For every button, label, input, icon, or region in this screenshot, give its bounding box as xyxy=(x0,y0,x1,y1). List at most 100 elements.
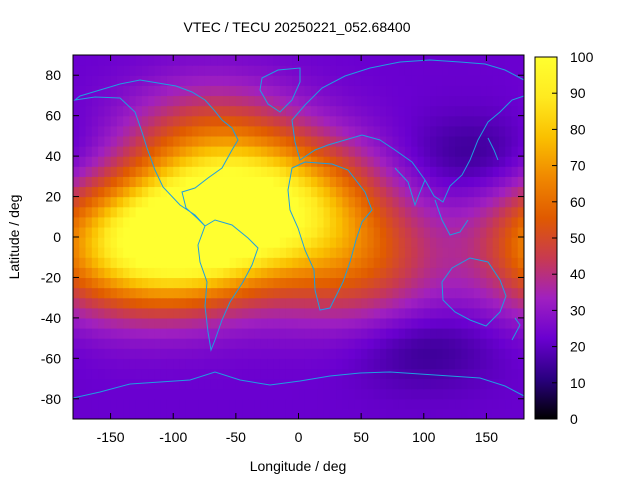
heat-cell xyxy=(511,398,519,410)
heat-cell xyxy=(442,267,450,279)
heat-cell xyxy=(129,186,137,198)
heat-cell xyxy=(123,206,130,218)
heat-cell xyxy=(461,267,469,279)
heat-cell xyxy=(411,338,419,349)
heat-cell xyxy=(505,206,513,218)
heat-cell xyxy=(448,55,456,66)
heat-cell xyxy=(492,85,500,97)
heat-cell xyxy=(123,338,130,349)
heat-cell xyxy=(229,135,237,147)
heat-cell xyxy=(329,75,337,86)
heat-cell xyxy=(404,166,412,177)
heat-cell xyxy=(192,388,199,400)
heat-cell xyxy=(467,55,475,66)
heat-cell xyxy=(386,206,394,218)
heat-cell xyxy=(486,317,494,329)
heat-cell xyxy=(448,287,456,299)
heat-cell xyxy=(473,267,481,279)
heat-cell xyxy=(311,105,318,117)
heat-cell xyxy=(254,196,262,208)
heat-cell xyxy=(311,368,318,380)
heat-cell xyxy=(235,287,243,299)
heat-cell xyxy=(148,388,156,400)
heat-cell xyxy=(367,146,375,157)
heat-cell xyxy=(135,226,143,238)
heat-cell xyxy=(404,297,412,309)
heat-cell xyxy=(379,146,387,157)
heat-cell xyxy=(148,338,156,349)
heat-cell xyxy=(192,135,199,147)
heat-cell xyxy=(210,196,218,208)
heat-cell xyxy=(480,348,488,359)
heat-cell xyxy=(179,287,187,299)
x-tick-label: -50 xyxy=(226,429,246,445)
heat-cell xyxy=(442,55,450,66)
heat-cell xyxy=(361,115,368,127)
heat-cell xyxy=(242,65,249,76)
heat-cell xyxy=(342,105,350,117)
heat-cell xyxy=(436,297,444,309)
heat-cell xyxy=(198,257,206,268)
heat-cell xyxy=(173,368,181,380)
heat-cell xyxy=(160,196,168,208)
heat-cell xyxy=(229,348,237,359)
heat-cell xyxy=(166,135,174,147)
heat-cell xyxy=(455,85,462,97)
heat-cell xyxy=(455,408,462,419)
heat-cell xyxy=(154,206,162,218)
heat-cell xyxy=(461,317,469,329)
heat-cell xyxy=(317,307,325,319)
heat-cell xyxy=(248,125,256,137)
heat-cell xyxy=(480,398,488,410)
heat-cell xyxy=(79,206,87,218)
heat-cell xyxy=(285,95,293,107)
heat-cell xyxy=(492,267,500,279)
heat-cell xyxy=(492,307,500,319)
heat-cell xyxy=(235,277,243,289)
heat-cell xyxy=(123,317,130,329)
heat-cell xyxy=(298,156,306,167)
heat-cell xyxy=(154,247,162,258)
heat-cell xyxy=(198,196,206,208)
heat-cell xyxy=(98,55,105,66)
colorbar-tick-label: 70 xyxy=(570,158,586,174)
heat-cell xyxy=(85,146,93,157)
heat-cell xyxy=(373,358,381,370)
heat-cell xyxy=(480,287,488,299)
heat-cell xyxy=(342,287,350,299)
heat-cell xyxy=(116,338,124,349)
heat-cell xyxy=(386,378,394,390)
heat-cell xyxy=(73,388,80,400)
heat-cell xyxy=(423,156,431,167)
heat-cell xyxy=(298,85,306,97)
heat-cell xyxy=(223,146,231,157)
heat-cell xyxy=(123,115,130,127)
heat-cell xyxy=(480,297,488,309)
heat-cell xyxy=(379,267,387,279)
heat-cell xyxy=(260,196,268,208)
heat-cell xyxy=(85,226,93,238)
heat-cell xyxy=(486,156,494,167)
heat-cell xyxy=(79,226,87,238)
heat-cell xyxy=(298,75,306,86)
heat-cell xyxy=(404,368,412,380)
heat-cell xyxy=(398,317,406,329)
heat-cell xyxy=(73,297,80,309)
heat-cell xyxy=(430,186,437,198)
heat-cell xyxy=(154,237,162,248)
heat-cell xyxy=(317,206,325,218)
heat-cell xyxy=(517,287,524,299)
heat-cell xyxy=(198,368,206,380)
heat-cell xyxy=(417,378,425,390)
heat-cell xyxy=(166,267,174,279)
heat-cell xyxy=(242,287,249,299)
heat-cell xyxy=(154,378,162,390)
heat-cell xyxy=(317,398,325,410)
heat-cell xyxy=(379,348,387,359)
heat-cell xyxy=(129,297,137,309)
heat-cell xyxy=(379,55,387,66)
heat-cell xyxy=(448,216,456,228)
heat-cell xyxy=(448,65,456,76)
heat-cell xyxy=(217,328,224,339)
heat-cell xyxy=(298,338,306,349)
